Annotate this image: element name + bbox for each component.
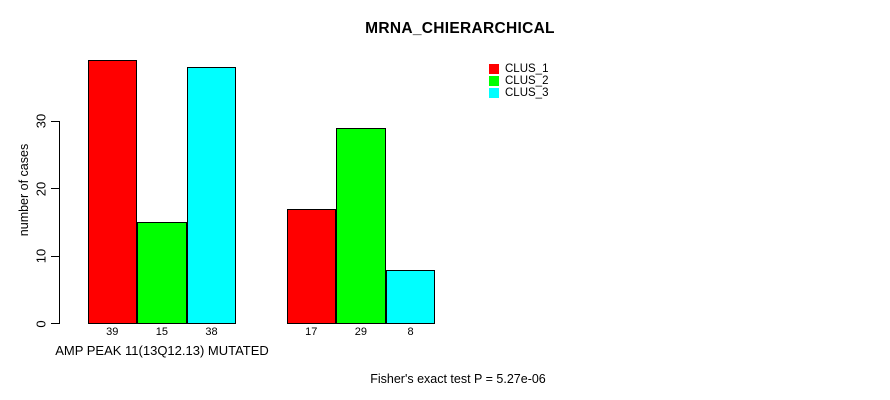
y-axis-tick-label: 10 bbox=[33, 248, 49, 264]
legend-label: CLUS_1 bbox=[505, 63, 549, 75]
bar-clus_2-group1 bbox=[137, 222, 187, 324]
bar-value-label: 29 bbox=[354, 326, 368, 338]
y-axis-tick bbox=[51, 188, 59, 189]
bar-value-label: 39 bbox=[106, 326, 119, 338]
bar-clus_3-group1 bbox=[186, 67, 237, 324]
y-axis-tick bbox=[51, 323, 59, 324]
legend-swatch-clus_3 bbox=[489, 88, 499, 98]
y-axis-tick-label: 30 bbox=[33, 113, 49, 129]
fisher-test-annotation: Fisher's exact test P = 5.27e-06 bbox=[370, 372, 546, 386]
bar-clus_1-group1 bbox=[87, 60, 138, 324]
y-axis-tick bbox=[51, 255, 59, 257]
legend-entry-clus_3: CLUS_3 bbox=[489, 87, 548, 99]
bar-clus_1-group2 bbox=[286, 208, 337, 324]
y-axis-tick-label: 20 bbox=[33, 181, 49, 196]
legend-entry-clus_1: CLUS_1 bbox=[489, 63, 548, 75]
y-axis-tick bbox=[51, 120, 59, 122]
legend-entry-clus_2: CLUS_2 bbox=[489, 75, 548, 87]
bar-value-label: 38 bbox=[205, 326, 218, 338]
legend-label: CLUS_2 bbox=[505, 75, 549, 87]
bar-value-label: 15 bbox=[155, 326, 169, 338]
legend-label: CLUS_3 bbox=[505, 87, 549, 99]
y-axis-line bbox=[59, 121, 60, 324]
bar-value-label: 17 bbox=[305, 326, 318, 338]
legend-swatch-clus_1 bbox=[489, 64, 499, 74]
bar-clus_3-group2 bbox=[385, 269, 436, 324]
legend: CLUS_1 CLUS_2 CLUS_3 bbox=[489, 63, 548, 99]
bar-clus_2-group2 bbox=[336, 127, 386, 324]
y-axis-label: number of cases bbox=[17, 143, 31, 237]
bar-value-label: 8 bbox=[407, 326, 414, 338]
y-axis-tick-label: 0 bbox=[33, 319, 49, 328]
x-axis-label: AMP PEAK 11(13Q12.13) MUTATED bbox=[55, 343, 269, 358]
chart-title: MRNA_CHIERARCHICAL bbox=[365, 20, 555, 37]
legend-swatch-clus_2 bbox=[489, 76, 499, 86]
